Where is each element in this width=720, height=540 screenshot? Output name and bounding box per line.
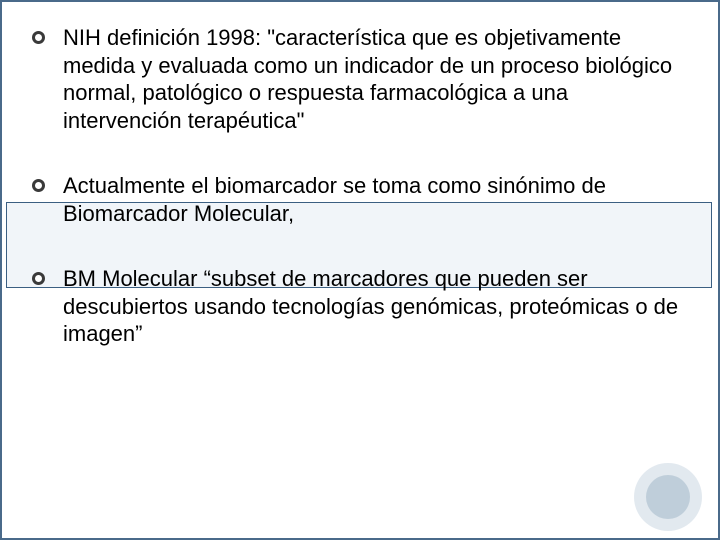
list-item: BM Molecular “subset de marcadores que p…	[32, 265, 688, 348]
slide-frame: NIH definición 1998: "característica que…	[0, 0, 720, 540]
list-item: Actualmente el biomarcador se toma como …	[32, 172, 688, 227]
list-item: NIH definición 1998: "característica que…	[32, 24, 688, 134]
bullet-icon	[32, 179, 45, 192]
decorative-circle-inner	[646, 475, 690, 519]
bullet-text: Actualmente el biomarcador se toma como …	[63, 172, 688, 227]
bullet-text: BM Molecular “subset de marcadores que p…	[63, 265, 688, 348]
bullet-icon	[32, 272, 45, 285]
bullet-icon	[32, 31, 45, 44]
content-area: NIH definición 1998: "característica que…	[32, 24, 688, 386]
bullet-text: NIH definición 1998: "característica que…	[63, 24, 688, 134]
